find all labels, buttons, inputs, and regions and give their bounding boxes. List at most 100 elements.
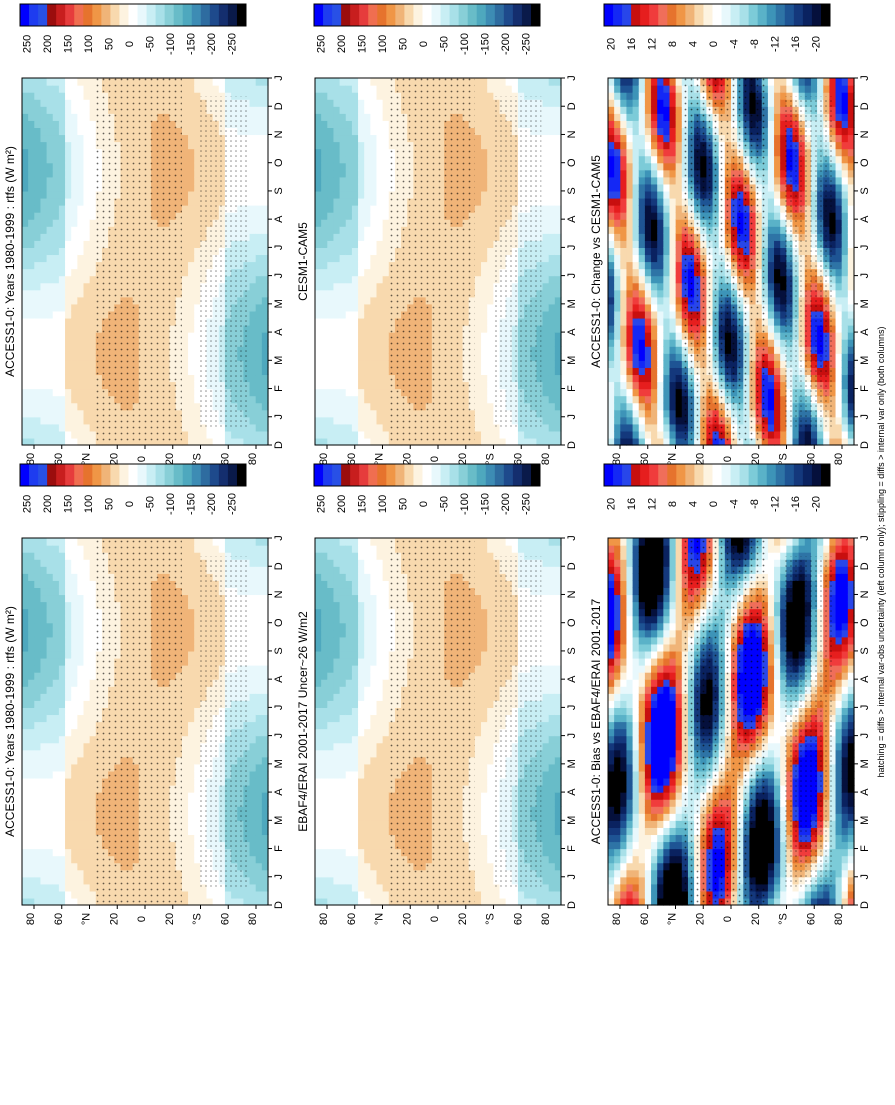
heatmap-cell [46,862,54,871]
heatmap-cell [52,240,60,248]
heatmap-cell [34,360,42,368]
heatmap-cell [358,763,365,772]
heatmap-cell [261,608,269,617]
heatmap-cell [376,777,384,786]
colorbar-swatch [74,464,84,486]
heatmap-cell [255,339,263,347]
heatmap-cell [89,388,97,397]
heatmap-cell [46,353,54,361]
heatmap-cell [249,226,257,234]
heatmap-cell [22,862,29,871]
heatmap-cell [46,296,54,305]
heatmap-cell [46,148,54,157]
heatmap-cell [83,672,91,680]
heatmap-cell [65,134,72,143]
heatmap-cell [194,275,201,284]
colorbar-tick-label: 200 [42,495,54,513]
heatmap-cell [34,714,42,723]
heatmap-cell [364,855,371,864]
heatmap-cell [345,869,353,878]
heatmap-cell [376,559,384,567]
heatmap-cell [249,763,257,772]
heatmap-cell [89,282,97,291]
heatmap-cell [40,728,48,737]
heatmap-cell [46,883,54,892]
heatmap-cell [89,437,97,446]
heatmap-cell [181,538,189,546]
heatmap-cell [255,813,263,821]
heatmap-cell [358,657,365,666]
heatmap-cell [77,409,85,418]
heatmap-cell [188,566,195,574]
heatmap-cell [52,360,60,368]
heatmap-cell [194,636,201,645]
heatmap-cell [65,559,72,567]
heatmap-cell [83,770,91,779]
heatmap-cell [58,310,66,319]
heatmap-cell [58,785,66,793]
heatmap-cell [181,587,189,596]
heatmap-cell [65,785,72,793]
heatmap-cell [28,303,35,312]
heatmap-cell [65,552,72,560]
heatmap-cell [89,416,97,425]
heatmap-cell [34,395,42,404]
heatmap-cell [40,197,48,206]
heatmap-cell [89,629,97,638]
heatmap-cell [28,686,35,694]
heatmap-cell [71,686,78,694]
heatmap-cell [77,268,85,277]
x-tick-label: D [273,102,285,110]
heatmap-cell [333,707,341,716]
heatmap-cell [255,317,263,326]
heatmap-cell [52,226,60,234]
heatmap-cell [181,721,189,730]
heatmap-cell [351,777,359,786]
heatmap-cell [370,552,378,560]
heatmap-cell [83,212,91,220]
heatmap-cell [46,580,54,589]
heatmap-cell [333,657,341,666]
heatmap-cell [255,268,263,277]
heatmap-cell [212,78,220,86]
heatmap-cell [376,897,384,906]
heatmap-cell [261,601,269,610]
heatmap-cell [71,643,78,652]
heatmap-cell [231,538,238,546]
heatmap-cell [40,897,48,906]
heatmap-cell [77,820,85,828]
heatmap-cell [255,721,263,730]
y-tick-label: 60 [53,913,65,925]
heatmap-cell [339,538,347,546]
heatmap-cell [181,763,189,772]
heatmap-cell [194,169,201,178]
heatmap-cell [77,545,85,553]
heatmap-cell [194,261,201,270]
heatmap-cell [315,806,322,814]
x-tick-label: M [273,356,285,365]
heatmap-cell [71,219,78,227]
heatmap-cell [65,672,72,680]
heatmap-cell [351,890,359,899]
heatmap-cell [34,890,42,899]
heatmap-cell [22,395,29,404]
heatmap-cell [71,876,78,885]
heatmap-cell [261,792,269,800]
heatmap-cell [58,275,66,284]
heatmap-cell [376,650,384,659]
heatmap-cell [351,601,359,610]
heatmap-cell [28,587,35,596]
heatmap-cell [83,275,91,284]
heatmap-cell [28,113,35,121]
heatmap-cell [58,770,66,779]
heatmap-cell [34,374,42,383]
heatmap-cell [261,573,269,581]
heatmap-cell [194,756,201,765]
heatmap-cell [34,339,42,347]
heatmap-cell [65,573,72,581]
heatmap-cell [89,679,97,687]
heatmap-cell [255,99,263,107]
heatmap-cell [327,785,335,793]
heatmap-cell [22,254,29,263]
